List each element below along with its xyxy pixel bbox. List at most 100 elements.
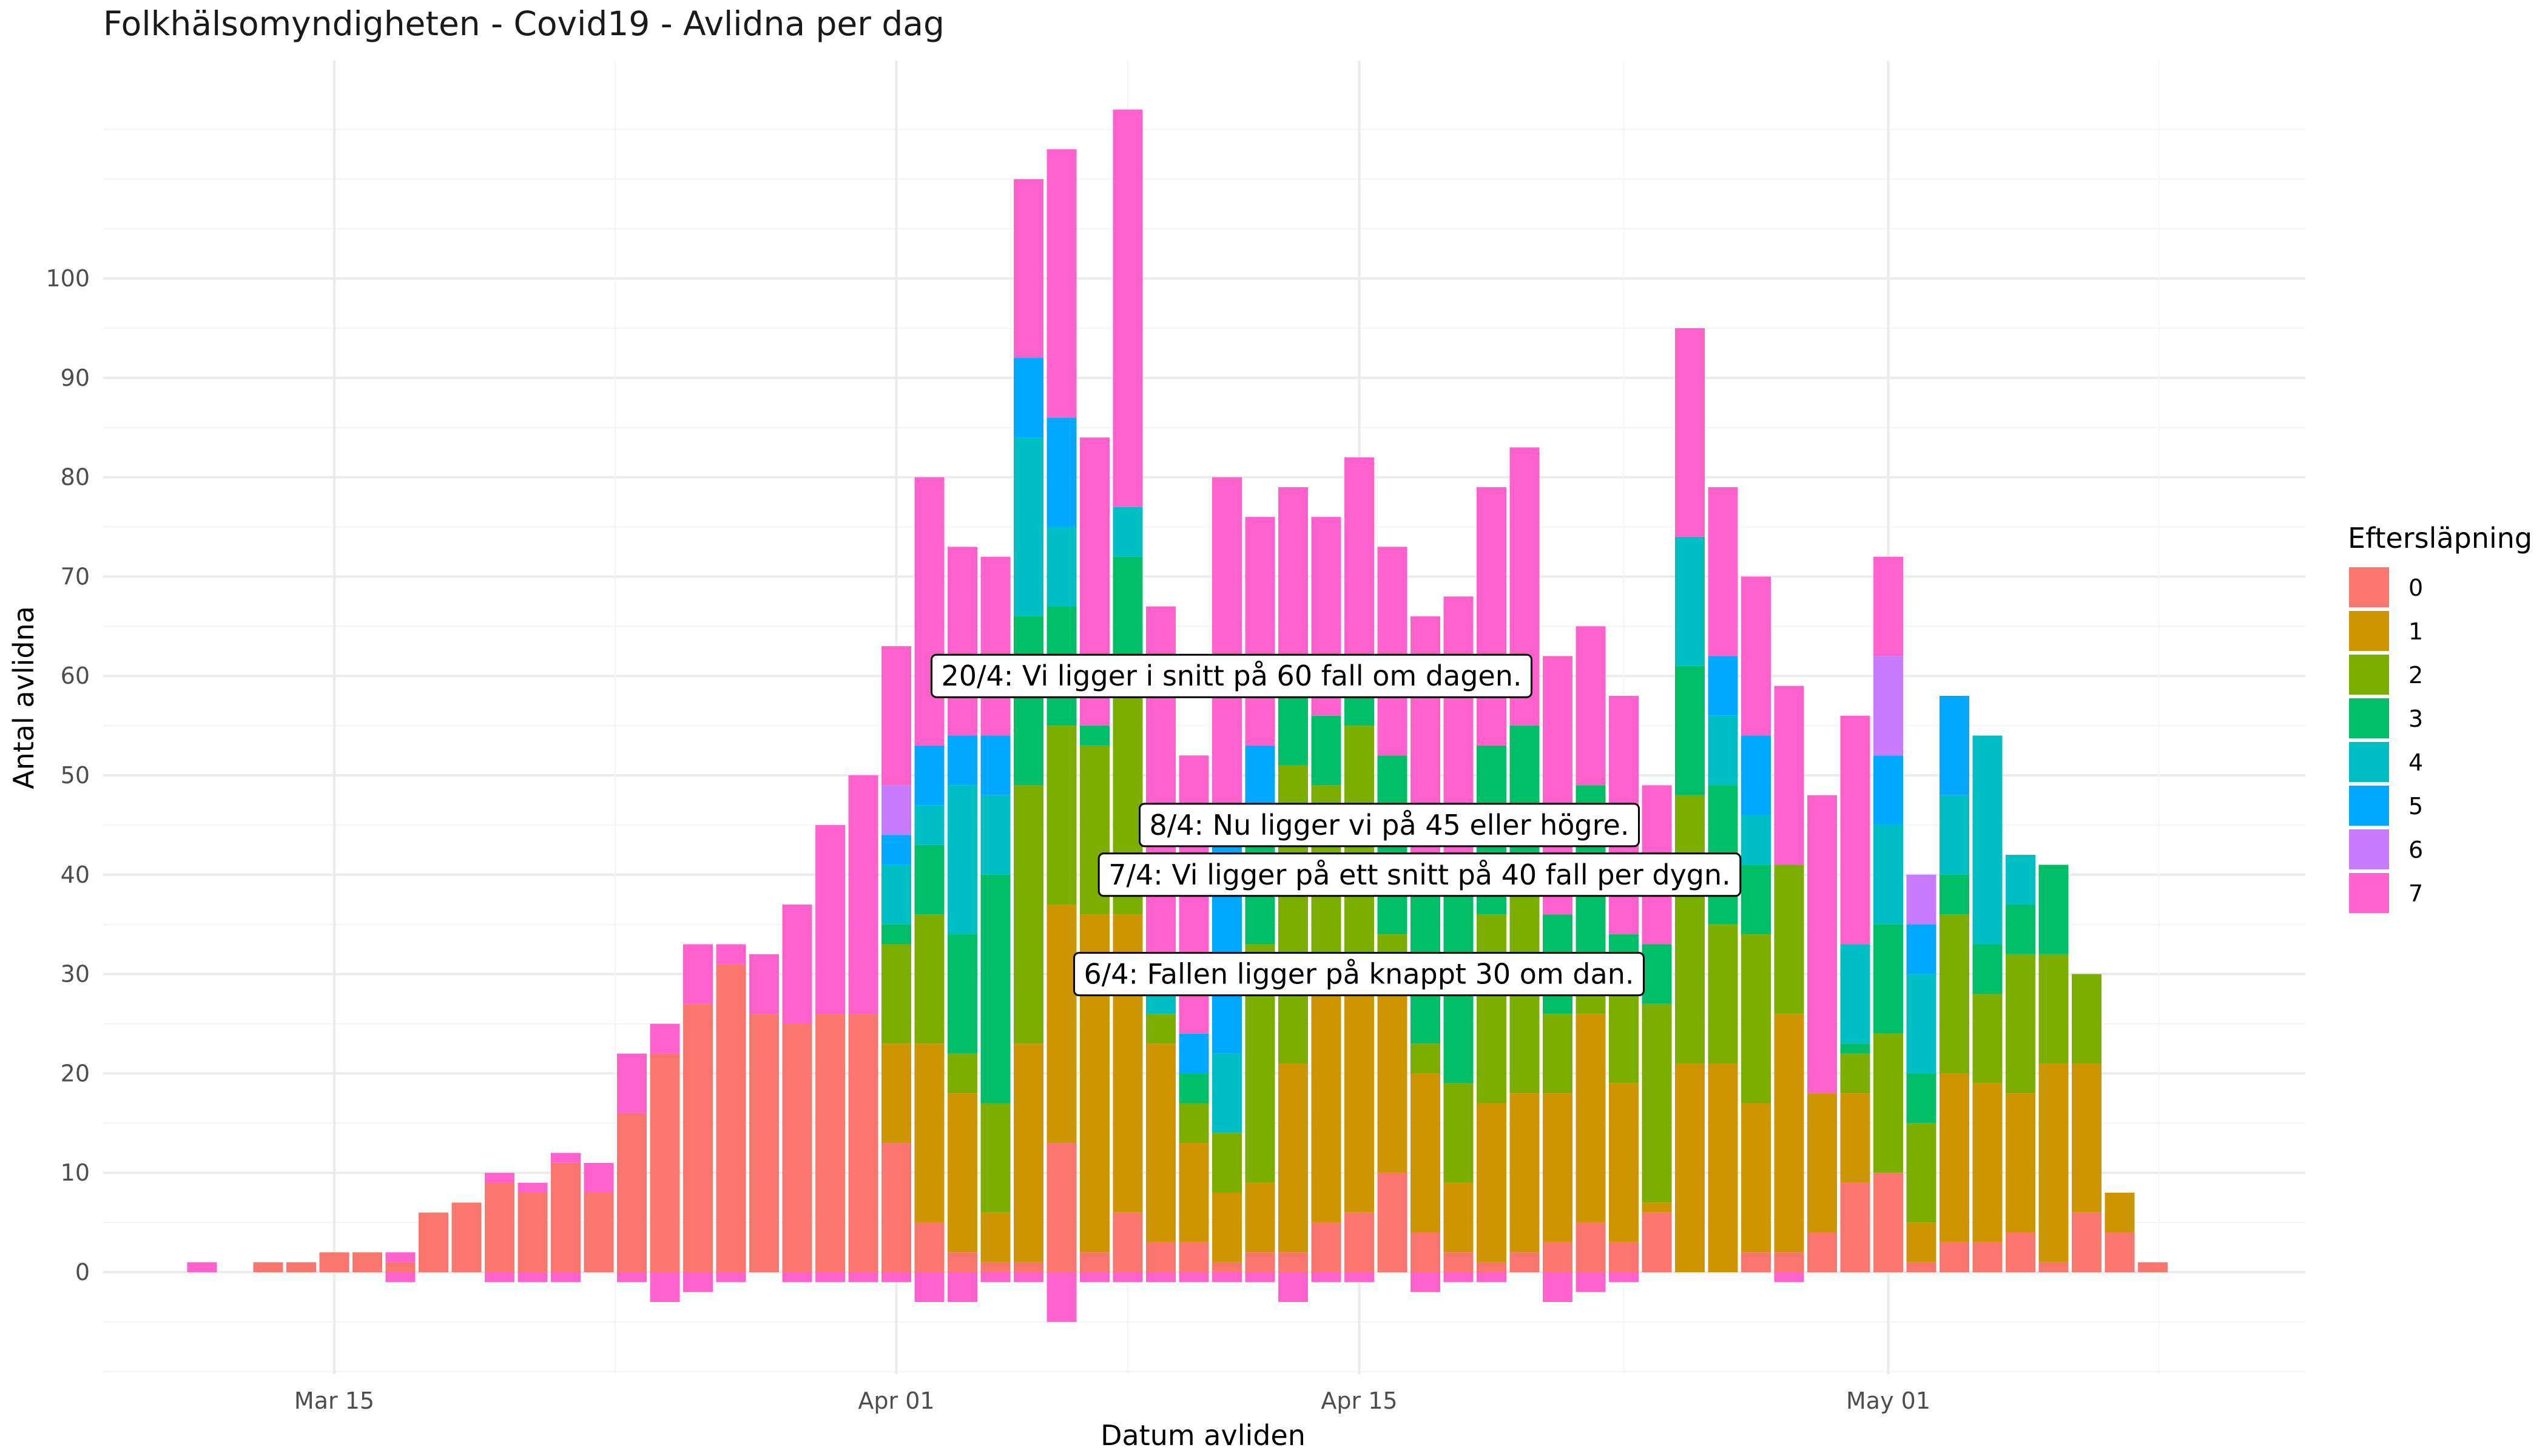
bar-segment-4: Apr 08: 5 bbox=[1113, 507, 1143, 557]
annotation: 6/4: Fallen ligger på knappt 30 om dan. bbox=[1073, 952, 1645, 997]
bar-segment-0: Apr 14: 5 bbox=[1311, 1222, 1341, 1272]
bar-segment-2: Apr 06: 18 bbox=[1046, 726, 1077, 905]
legend-swatch-3 bbox=[2349, 698, 2389, 738]
bar-segment-1: Apr 15: 26 bbox=[1344, 954, 1374, 1213]
bar-segment-negative-7 bbox=[1344, 1272, 1374, 1282]
bar-segment-0: Apr 15: 6 bbox=[1344, 1212, 1374, 1272]
bar-segment-7: Mar 28: 6 bbox=[749, 954, 779, 1014]
annotation-text: 20/4: Vi ligger i snitt på 60 fall om da… bbox=[941, 659, 1522, 692]
annotation-box bbox=[930, 653, 1533, 698]
bar-segment-2: Apr 28: 15 bbox=[1774, 864, 1804, 1014]
bar-segment-4: May 03: 8 bbox=[1940, 795, 1969, 875]
bar-segment-2: Apr 30: 4 bbox=[1840, 1053, 1870, 1094]
bar-segment-5: Apr 04: 6 bbox=[980, 735, 1011, 795]
bar-segment-7: Mar 25: 3 bbox=[650, 1023, 680, 1054]
x-tick-label: Apr 01 bbox=[858, 1387, 934, 1414]
bar-segment-7: Mar 31: 24 bbox=[848, 775, 878, 1014]
bar-segment-0: Mar 25: 22 bbox=[650, 1053, 680, 1272]
bar-segment-0: Mar 27: 31 bbox=[716, 964, 746, 1272]
legend-label: 0 bbox=[2408, 575, 2423, 601]
bar-segment-negative-7 bbox=[551, 1272, 581, 1282]
bar-segment-0: Apr 01: 13 bbox=[881, 1143, 911, 1272]
bar-segment-2: Apr 09: 3 bbox=[1146, 1014, 1176, 1044]
bar-segment-5: May 03: 10 bbox=[1940, 695, 1969, 795]
bar-segment-7: Apr 15: 21 bbox=[1344, 457, 1374, 666]
bar-segment-4: May 01: 10 bbox=[1873, 824, 1903, 925]
annotation-box bbox=[1073, 952, 1645, 997]
bar-segment-5: Apr 01: 3 bbox=[881, 835, 911, 865]
bar-segment-0: Apr 07: 2 bbox=[1080, 1252, 1110, 1272]
bar-segment-2: Apr 02: 13 bbox=[914, 914, 945, 1044]
bar-segment-4: May 04: 21 bbox=[1972, 735, 2003, 945]
bar-segment-1: Apr 12: 7 bbox=[1245, 1182, 1275, 1253]
bar-segment-1: Apr 25: 21 bbox=[1675, 1063, 1705, 1272]
bar-segment-negative-7 bbox=[1477, 1272, 1506, 1282]
bar-segment-1: Apr 20: 16 bbox=[1509, 1093, 1540, 1253]
bar-segment-7: Mar 23: 3 bbox=[584, 1162, 614, 1193]
x-tick-label: May 01 bbox=[1846, 1387, 1930, 1414]
bar-segment-negative-7 bbox=[617, 1272, 647, 1282]
bar-segment-3: Apr 30: 1 bbox=[1840, 1043, 1870, 1054]
bar-segment-4: Apr 02: 4 bbox=[914, 805, 945, 845]
bar-segment-2: Apr 10: 4 bbox=[1179, 1103, 1209, 1144]
bar-segment-6: May 01: 10 bbox=[1873, 656, 1903, 756]
bar-segment-2: Apr 26: 14 bbox=[1708, 924, 1738, 1064]
bar-segment-4: Apr 05: 18 bbox=[1014, 437, 1043, 616]
y-tick-label: 30 bbox=[61, 961, 90, 988]
bar-segment-1: Apr 10: 10 bbox=[1179, 1143, 1209, 1242]
legend-swatch-0 bbox=[2349, 567, 2389, 607]
annotation: 20/4: Vi ligger i snitt på 60 fall om da… bbox=[930, 653, 1533, 698]
bar-segment-0: May 07: 6 bbox=[2072, 1212, 2101, 1272]
bar-segment-7: Mar 30: 19 bbox=[815, 824, 845, 1014]
bar-segment-negative-7 bbox=[1212, 1272, 1242, 1282]
legend: Eftersläpning 0 1 2 3 4 5 6 7 bbox=[2348, 522, 2532, 913]
bar-segment-1: May 06: 20 bbox=[2038, 1063, 2069, 1262]
bar-segment-7: Apr 16: 21 bbox=[1377, 547, 1407, 756]
bar-segment-4: May 02: 10 bbox=[1906, 974, 1936, 1074]
bar-segment-negative-7 bbox=[1080, 1272, 1110, 1282]
bar-segment-7: Apr 27: 16 bbox=[1741, 576, 1771, 736]
bar-segment-1: Apr 01: 10 bbox=[881, 1043, 911, 1144]
bar-segment-0: Apr 08: 6 bbox=[1113, 1212, 1143, 1272]
legend-label: 1 bbox=[2408, 618, 2423, 645]
bar-segment-7: Apr 08: 40 bbox=[1113, 109, 1143, 507]
bar-segment-1: Apr 17: 16 bbox=[1410, 1073, 1440, 1233]
bar-segment-4: Apr 03: 15 bbox=[948, 785, 977, 935]
bar-segment-negative-7 bbox=[485, 1272, 514, 1282]
bar-segment-7: Mar 11: 1 bbox=[187, 1262, 217, 1272]
bar-segment-4: Apr 09: 2 bbox=[1146, 994, 1176, 1014]
bar-segment-3: Apr 13: 8 bbox=[1278, 686, 1308, 766]
bar-segment-5: Apr 27: 8 bbox=[1741, 735, 1771, 815]
bar-segment-3: Apr 03: 12 bbox=[948, 934, 977, 1054]
bar-segment-0: Mar 22: 11 bbox=[551, 1162, 581, 1272]
bar-segment-0: May 01: 10 bbox=[1873, 1173, 1903, 1272]
bar-segment-1: Apr 19: 16 bbox=[1477, 1103, 1506, 1262]
bar-segment-7: Mar 22: 1 bbox=[551, 1153, 581, 1163]
bar-segment-negative-7 bbox=[650, 1272, 680, 1303]
legend-swatch-7 bbox=[2349, 873, 2389, 913]
bar-segment-3: Apr 10: 3 bbox=[1179, 1073, 1209, 1104]
bar-segment-negative-7 bbox=[1179, 1272, 1209, 1282]
bar-segment-5: Apr 26: 6 bbox=[1708, 656, 1738, 716]
bar-segment-1: Apr 30: 9 bbox=[1840, 1093, 1870, 1183]
bar-segment-0: Mar 31: 26 bbox=[848, 1014, 878, 1272]
bar-segment-2: May 01: 14 bbox=[1873, 1033, 1903, 1173]
legend-label: 6 bbox=[2408, 837, 2423, 863]
bar-segment-7: Apr 26: 17 bbox=[1708, 487, 1738, 656]
bar-segment-0: Mar 18: 6 bbox=[419, 1212, 448, 1272]
bar-segment-1: Apr 29: 14 bbox=[1807, 1093, 1837, 1233]
bar-segment-negative-7 bbox=[683, 1272, 713, 1292]
legend-swatch-5 bbox=[2349, 786, 2389, 826]
legend-swatch-6 bbox=[2349, 829, 2389, 869]
bar-segment-4: Apr 04: 8 bbox=[980, 795, 1011, 875]
bar-segment-0: Apr 22: 5 bbox=[1576, 1222, 1606, 1272]
bar-segment-4: Apr 27: 5 bbox=[1741, 815, 1771, 865]
bar-segment-negative-7 bbox=[782, 1272, 812, 1282]
bar-segment-0: Apr 29: 4 bbox=[1807, 1232, 1837, 1272]
bar-segment-7: Apr 04: 18 bbox=[980, 556, 1011, 736]
bar-segment-0: Apr 23: 3 bbox=[1609, 1242, 1639, 1272]
bar-segment-negative-7 bbox=[980, 1272, 1011, 1282]
bar-segment-negative-7 bbox=[914, 1272, 945, 1303]
bar-segment-0: Mar 26: 27 bbox=[683, 1003, 713, 1272]
bar-segment-2: Apr 11: 6 bbox=[1212, 1133, 1242, 1193]
